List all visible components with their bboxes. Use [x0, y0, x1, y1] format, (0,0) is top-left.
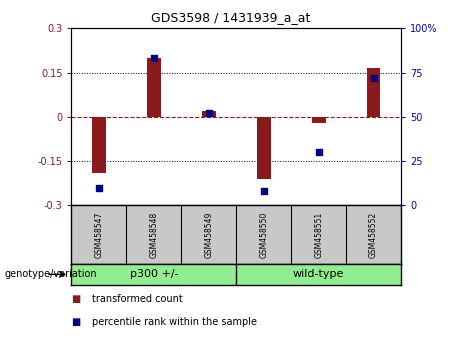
Text: GSM458548: GSM458548 — [149, 211, 159, 258]
Text: GDS3598 / 1431939_a_at: GDS3598 / 1431939_a_at — [151, 11, 310, 24]
Text: GSM458552: GSM458552 — [369, 211, 378, 258]
Text: wild-type: wild-type — [293, 269, 344, 279]
Point — [370, 75, 377, 81]
Bar — [202, 111, 216, 117]
Point — [205, 110, 213, 116]
Bar — [257, 117, 271, 179]
Point — [260, 188, 267, 194]
Text: GSM458547: GSM458547 — [95, 211, 103, 258]
Point — [315, 149, 322, 155]
Text: p300 +/-: p300 +/- — [130, 269, 178, 279]
Text: GSM458550: GSM458550 — [259, 211, 268, 258]
Text: genotype/variation: genotype/variation — [5, 269, 97, 279]
Bar — [312, 117, 325, 123]
Text: GSM458551: GSM458551 — [314, 211, 323, 258]
Text: ■: ■ — [71, 294, 81, 304]
Bar — [92, 117, 106, 173]
Text: transformed count: transformed count — [92, 294, 183, 304]
Text: ■: ■ — [71, 317, 81, 327]
Bar — [147, 58, 161, 117]
Bar — [367, 68, 380, 117]
Point — [95, 185, 103, 190]
Text: GSM458549: GSM458549 — [204, 211, 213, 258]
Point — [150, 56, 158, 61]
Text: percentile rank within the sample: percentile rank within the sample — [92, 317, 257, 327]
